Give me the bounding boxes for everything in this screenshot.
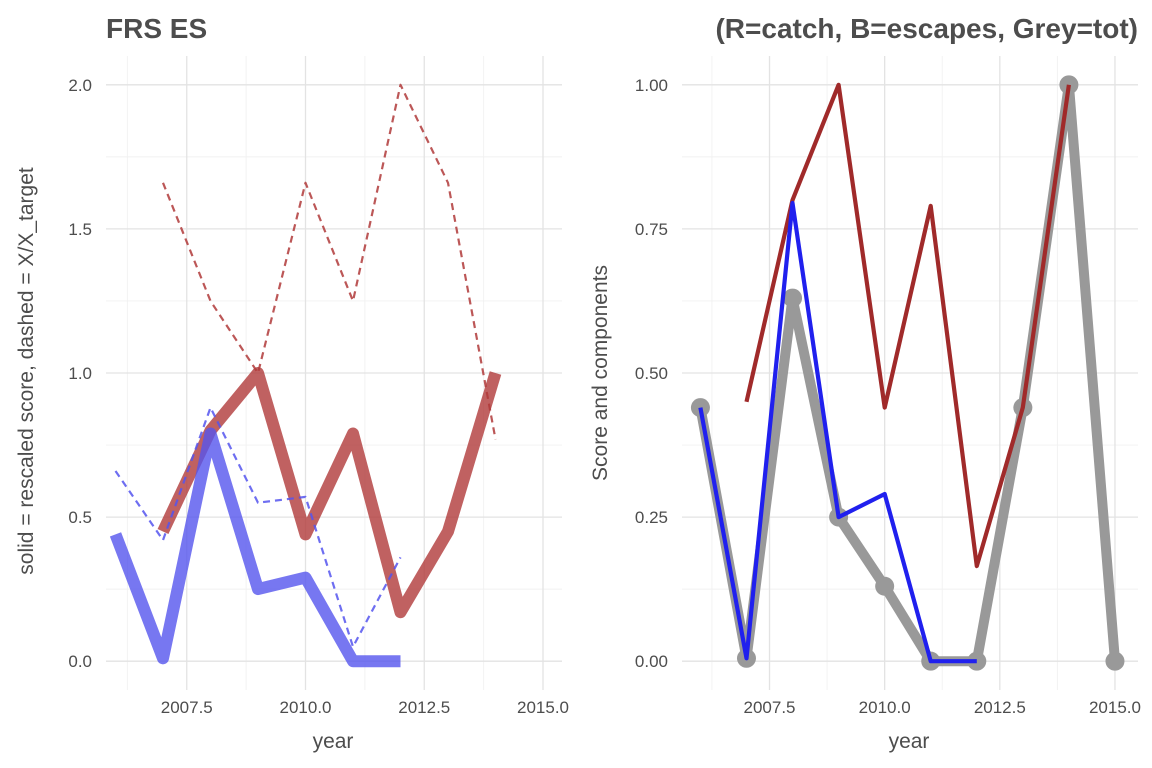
y-tick-label: 1.5 bbox=[68, 220, 92, 239]
right-y-axis-label: Score and components bbox=[589, 265, 612, 481]
series-point bbox=[690, 398, 710, 418]
left-panel: 2007.5 2010.0 2012.5 2015.0 0.0 0.5 1.0 1.5 2.0 F… bbox=[15, 13, 569, 753]
right-panel: 2007.5 2010.0 2012.5 2015.0 0.00 0.25 0.50 0.75… bbox=[589, 13, 1141, 753]
y-tick-label: 0.75 bbox=[635, 220, 668, 239]
x-tick-label: 2007.5 bbox=[161, 698, 213, 717]
series-point bbox=[875, 576, 895, 596]
right-panel-title: (R=catch, B=escapes, Grey=tot) bbox=[715, 13, 1138, 44]
series-point bbox=[1105, 651, 1125, 671]
x-tick-label: 2012.5 bbox=[974, 698, 1026, 717]
series-line-2 bbox=[698, 200, 977, 664]
y-tick-label: 0.00 bbox=[635, 652, 668, 671]
y-tick-label: 0.50 bbox=[635, 364, 668, 383]
y-tick-label: 1.00 bbox=[635, 76, 668, 95]
left-y-axis-label: solid = rescaled score, dashed = X/X_tar… bbox=[15, 167, 38, 575]
y-tick-label: 2.0 bbox=[68, 76, 92, 95]
series-line-0 bbox=[157, 367, 502, 619]
x-tick-label: 2012.5 bbox=[398, 698, 450, 717]
y-tick-label: 0.0 bbox=[68, 652, 92, 671]
left-panel-title: FRS ES bbox=[106, 13, 207, 44]
right-x-axis-label: year bbox=[889, 730, 930, 753]
series-point bbox=[783, 288, 803, 308]
x-tick-label: 2015.0 bbox=[517, 698, 569, 717]
y-tick-label: 1.0 bbox=[68, 364, 92, 383]
x-tick-label: 2010.0 bbox=[280, 698, 332, 717]
series-line-1 bbox=[744, 82, 1071, 569]
series-line-3 bbox=[114, 406, 402, 648]
y-tick-label: 0.25 bbox=[635, 508, 668, 527]
series-line-2 bbox=[161, 83, 497, 440]
series-line-1 bbox=[109, 427, 401, 668]
x-tick-label: 2007.5 bbox=[744, 698, 796, 717]
y-tick-label: 0.5 bbox=[68, 508, 92, 527]
x-tick-label: 2015.0 bbox=[1089, 698, 1141, 717]
left-x-axis-label: year bbox=[313, 730, 354, 753]
x-tick-label: 2010.0 bbox=[859, 698, 911, 717]
